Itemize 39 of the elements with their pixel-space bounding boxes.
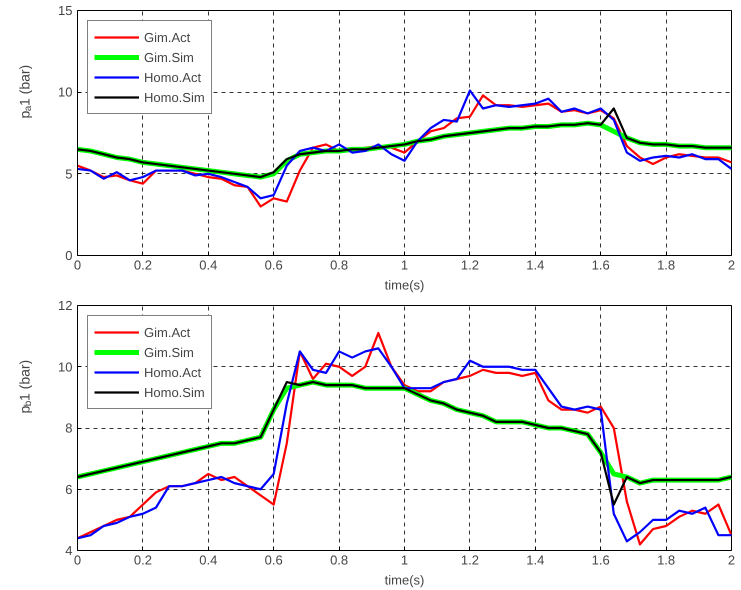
x-tick-label: 1.2 (460, 552, 479, 568)
y-tick-label: 10 (58, 84, 73, 100)
legend-label: Homo.Sim (144, 89, 205, 105)
x-axis-title: time(s) (384, 278, 424, 292)
legend-label: Homo.Sim (144, 384, 205, 400)
x-tick-label: 0.6 (264, 552, 283, 568)
legend-label: Gim.Act (144, 324, 190, 340)
legend-label: Homo.Act (144, 69, 202, 85)
x-tick-label: 1 (400, 552, 408, 568)
x-tick-label: 1.8 (657, 258, 676, 272)
legend-label: Homo.Act (144, 364, 202, 380)
x-tick-label: 0.8 (330, 258, 348, 272)
legend-label: Gim.Sim (144, 49, 194, 65)
x-tick-label: 0.6 (264, 258, 283, 272)
x-tick-label: 0.2 (134, 552, 152, 568)
x-tick-label: 0.4 (199, 552, 218, 568)
y-tick-label: 6 (65, 482, 73, 497)
x-tick-label: 1.4 (526, 258, 544, 272)
y-tick-label: 0 (65, 248, 73, 263)
x-axis-title: time(s) (384, 572, 424, 588)
x-tick-label: 1.6 (592, 552, 610, 568)
y-tick-label: 4 (65, 543, 73, 558)
y-tick-label: 12 (58, 298, 73, 313)
x-tick-label: 1.2 (460, 258, 479, 272)
x-tick-label: 0.2 (134, 258, 152, 272)
x-tick-label: 0.8 (330, 552, 348, 568)
y-tick-label: 15 (58, 3, 73, 18)
x-tick-label: 1.8 (657, 552, 676, 568)
x-tick-label: 1.4 (526, 552, 544, 568)
y-tick-label: 8 (65, 420, 73, 436)
x-tick-label: 2 (728, 552, 736, 568)
x-tick-label: 2 (728, 258, 736, 272)
x-tick-label: 1.6 (592, 258, 610, 272)
y-tick-label: 5 (65, 166, 73, 182)
y-tick-label: 10 (58, 359, 73, 374)
x-tick-label: 0.4 (199, 258, 218, 272)
x-tick-label: 1 (400, 258, 408, 272)
legend-label: Gim.Sim (144, 344, 194, 360)
legend-label: Gim.Act (144, 29, 190, 45)
